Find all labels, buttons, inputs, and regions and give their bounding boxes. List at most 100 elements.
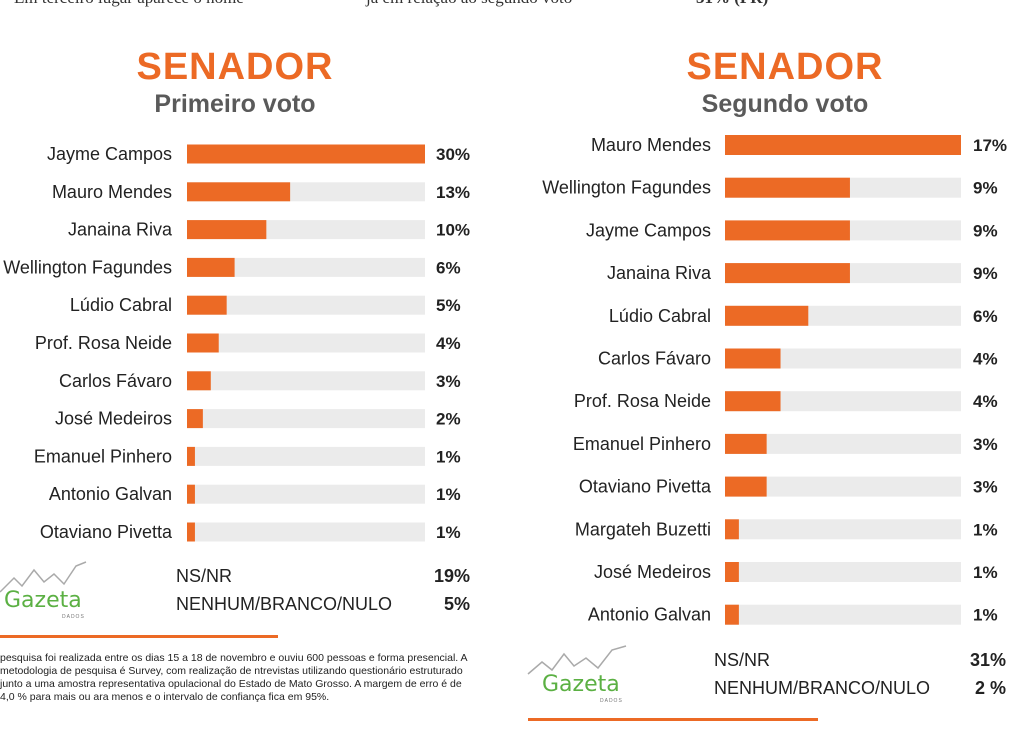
bar [187, 220, 267, 240]
bar [725, 604, 739, 625]
category-label: Janaina Riva [68, 220, 173, 240]
gazeta-logo-right: Gazeta DADOS [526, 644, 636, 704]
category-label: Antonio Galvan [588, 605, 711, 625]
chart-right-subtitle: Segundo voto [701, 90, 869, 118]
category-label: Otaviano Pivetta [579, 477, 712, 497]
bar [725, 220, 850, 241]
bar [725, 562, 739, 582]
bar [725, 135, 961, 155]
nulo-label-right: NENHUM/BRANCO/NULO [714, 678, 931, 698]
data-label: 13% [436, 183, 470, 202]
chart-left-primeiro-voto: Jayme Campos 30% Mauro Mendes 13% Janaina Ri… [3, 144, 470, 542]
data-label: 10% [436, 221, 470, 240]
category-label: Lúdio Cabral [609, 306, 711, 326]
bar-track [725, 433, 961, 454]
logo-sub: DADOS [600, 698, 623, 704]
category-label: Wellington Fagundes [3, 257, 172, 277]
category-label: Prof. Rosa Neide [574, 391, 711, 411]
logo-text: Gazeta [542, 672, 620, 697]
category-label: Margateh Buzetti [575, 519, 711, 539]
data-label: 30% [436, 145, 470, 164]
bar [187, 409, 203, 429]
category-label: José Medeiros [55, 409, 172, 429]
category-label: Emanuel Pinhero [573, 434, 711, 454]
bar [187, 522, 195, 542]
nsnr-value-right: 31% [969, 650, 1006, 670]
nulo-label-left: NENHUM/BRANCO/NULO [176, 594, 393, 614]
category-label: Jayme Campos [586, 220, 711, 240]
data-label: 9% [973, 264, 998, 283]
bar [187, 257, 235, 277]
data-label: 3% [436, 372, 461, 391]
bar-track [725, 391, 961, 412]
data-label: 1% [973, 606, 998, 625]
data-label: 4% [973, 392, 998, 411]
category-label: Wellington Fagundes [542, 178, 711, 198]
divider-right [528, 718, 818, 721]
data-label: 9% [973, 221, 998, 240]
bar-track [725, 348, 961, 369]
bar-track [187, 409, 425, 429]
bar-track [725, 519, 961, 540]
category-label: Mauro Mendes [591, 135, 711, 155]
chart-right-segundo-voto: Mauro Mendes 17% Wellington Fagundes 9% Jaym… [542, 135, 1007, 625]
nulo-value-right: 2 % [974, 678, 1006, 698]
data-label: 3% [973, 478, 998, 497]
logo-text: Gazeta [4, 588, 82, 613]
bar [187, 144, 425, 164]
data-label: 1% [436, 447, 461, 466]
category-label: Carlos Fávaro [59, 371, 172, 391]
summary-left: NS/NR 19% NENHUM/BRANCO/NULO 5% [176, 566, 476, 616]
chart-right-title: SENADOR [686, 46, 884, 88]
category-label: Mauro Mendes [52, 182, 172, 202]
divider-left [0, 635, 278, 638]
chart-left-title: SENADOR [136, 46, 334, 88]
nsnr-label-right: NS/NR [714, 650, 771, 670]
bar [725, 391, 781, 412]
category-label: Janaina Riva [607, 263, 712, 283]
summary-right: NS/NR 31% NENHUM/BRANCO/NULO 2 % [714, 650, 1014, 700]
bar-track [187, 333, 425, 353]
bar [187, 295, 227, 315]
data-label: 17% [973, 136, 1007, 155]
bar [725, 433, 767, 454]
data-label: 2% [436, 410, 461, 429]
bar [725, 305, 809, 326]
bar [725, 476, 767, 497]
bar [187, 484, 195, 504]
bar [725, 348, 781, 369]
bar [187, 446, 195, 466]
bar [187, 333, 219, 353]
data-label: 4% [973, 350, 998, 369]
data-label: 1% [436, 485, 461, 504]
nsnr-label-left: NS/NR [176, 566, 233, 586]
data-label: 1% [436, 523, 461, 542]
bar [725, 177, 850, 198]
gazeta-logo-left: Gazeta DADOS [0, 560, 100, 620]
data-label: 9% [973, 179, 998, 198]
data-label: 1% [973, 520, 998, 539]
bar-track [187, 371, 425, 391]
chart-line-icon [527, 645, 627, 675]
header-right-value: 31% (PR) [696, 0, 768, 8]
data-label: 3% [973, 435, 998, 454]
category-label: Jayme Campos [47, 144, 172, 164]
bar-track [187, 484, 425, 504]
bar-track [725, 604, 961, 625]
category-label: Emanuel Pinhero [34, 446, 172, 466]
category-label: Otaviano Pivetta [40, 522, 173, 542]
category-label: Lúdio Cabral [70, 295, 172, 315]
category-label: Antonio Galvan [49, 484, 172, 504]
bar-track [187, 446, 425, 466]
bar [187, 182, 291, 202]
footnote: pesquisa foi realizada entre os dias 15 … [0, 652, 467, 703]
chart-line-icon [0, 561, 87, 593]
bar [187, 371, 211, 391]
bar [725, 263, 850, 284]
header-left-text: Em terceiro lugar aparece o nome [14, 0, 244, 8]
category-label: José Medeiros [594, 562, 711, 582]
header-right-text: já em relação ao segundo voto [366, 0, 572, 8]
bar-track [725, 476, 961, 497]
category-label: Prof. Rosa Neide [35, 333, 172, 353]
bar-track [187, 522, 425, 542]
